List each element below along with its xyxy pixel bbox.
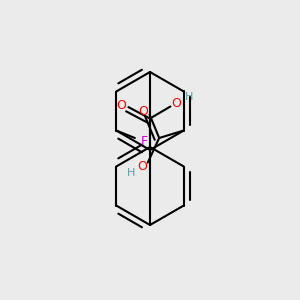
Text: O: O — [139, 105, 148, 118]
Text: O: O — [116, 99, 126, 112]
Text: O: O — [172, 97, 181, 110]
Text: H: H — [185, 92, 193, 103]
Text: F: F — [140, 134, 147, 148]
Text: H: H — [127, 168, 136, 178]
Text: O: O — [137, 160, 147, 173]
